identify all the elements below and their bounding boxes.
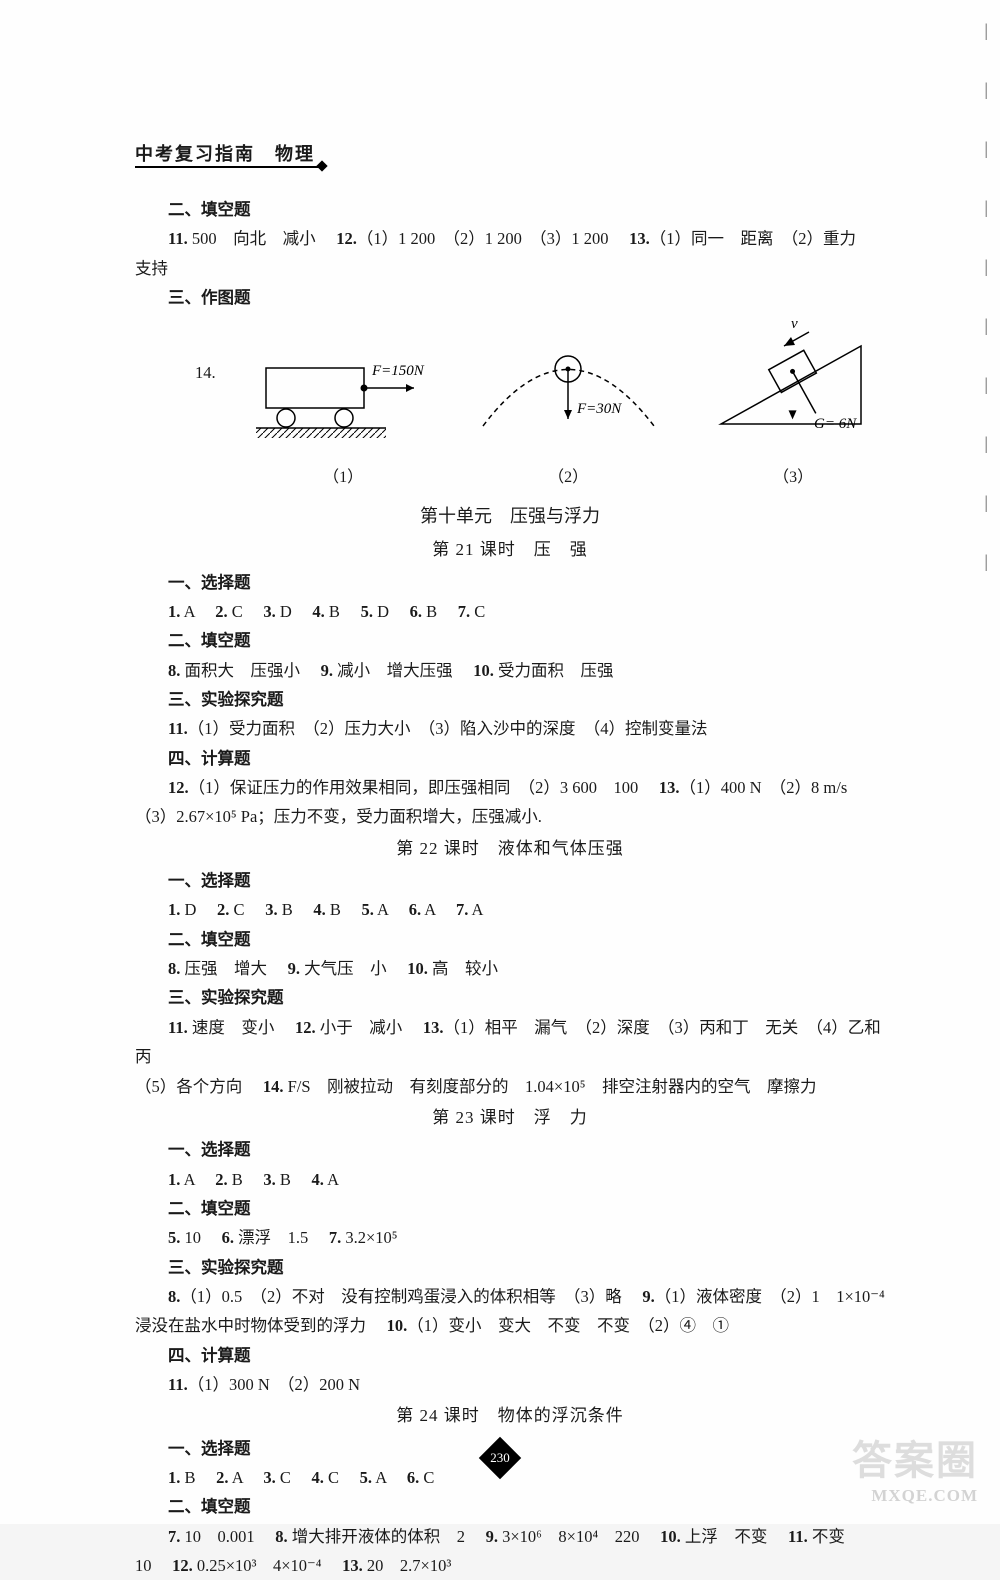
answer-row: 1. A 2. C 3. D 4. B 5. D 6. B 7. C [135,597,885,626]
section-heading: 二、填空题 [135,925,885,954]
header-underline [135,166,323,168]
diagram-1: F=150N （1） [256,356,431,492]
section-heading: 一、选择题 [135,568,885,597]
section-heading: 二、填空题 [135,1492,885,1521]
diagram-svg-2: F=30N [471,331,666,451]
page-number: 230 [479,1437,521,1479]
tick-mark-icon: | [984,492,988,513]
diagram-svg-3: v G= 6N [706,316,881,451]
answer-row: 8. 面积大 压强小 9. 减小 增大压强 10. 受力面积 压强 [135,656,885,685]
answer-text: 500 向北 减小 [188,229,332,248]
tick-mark-icon: | [984,197,988,218]
section-heading: 四、计算题 [135,1341,885,1370]
answer-row-wrap: 浸没在盐水中时物体受到的浮力 10.（1）变小 变大 不变 不变 （2）④ ① [135,1311,885,1340]
answer-row-wrap: （3）2.67×10⁵ Pa；压力不变，受力面积增大，压强减小. [135,802,885,831]
answer-row: 11.（1）300 N （2）200 N [135,1370,885,1399]
answer-row: 12.（1）保证压力的作用效果相同，即压强相同 （2）3 600 100 13.… [135,773,885,802]
section-heading: 三、实验探究题 [135,1253,885,1282]
answer-text: （1）1 200 （2）1 200 （3）1 200 [357,229,625,248]
answer-row: 11.（1）受力面积 （2）压力大小 （3）陷入沙中的深度 （4）控制变量法 [135,714,885,743]
diagram-label: （1） [256,464,431,492]
lesson-title: 第 22 课时 液体和气体压强 [135,834,885,864]
page-number-badge: 230 [479,1437,521,1479]
unit-title: 第十单元 压强与浮力 [135,500,885,532]
tick-mark-icon: | [984,79,988,100]
answer-row: 11. 速度 变小 12. 小于 减小 13.（1）相平 漏气 （2）深度 （3… [135,1013,885,1072]
page-header-title: 中考复习指南 物理 [135,140,315,166]
q-number: 14. [195,358,216,387]
answer-row: 1. A 2. B 3. B 4. A [135,1165,885,1194]
tick-mark-icon: | [984,138,988,159]
tick-mark-icon: | [984,256,988,277]
answer-row: 1. D 2. C 3. B 4. B 5. A 6. A 7. A [135,895,885,924]
answer-row: 8.（1）0.5 （2）不对 没有控制鸡蛋浸入的体积相等 （3）略 9.（1）液… [135,1282,885,1311]
header-diamond-icon [316,160,327,171]
tick-mark-icon: | [984,20,988,41]
section-heading: 二、填空题 [135,195,885,224]
diagram-2: F=30N （2） [471,331,666,492]
q-number: 12. [336,229,357,248]
force-label: F=150N [371,363,425,379]
answer-row: 5. 10 6. 漂浮 1.5 7. 3.2×10⁵ [135,1223,885,1252]
watermark-sub: MXQE.COM [871,1486,978,1506]
tick-mark-icon: | [984,315,988,336]
diagram-label: （3） [706,464,881,492]
watermark-main: 答案圈 [852,1428,978,1486]
section-heading: 三、作图题 [135,283,885,312]
gravity-label: G= 6N [814,416,857,432]
diagram-svg-1: F=150N [256,356,431,451]
watermark: 答案圈 MXQE.COM [852,1428,978,1506]
q-number: 11. [168,229,188,248]
velocity-label: v [791,316,798,332]
right-edge-marks: | | | | | | | | | | [984,20,988,572]
diagram-3: v G= 6N （3） [706,316,881,492]
answer-row: 8. 压强 增大 9. 大气压 小 10. 高 较小 [135,954,885,983]
section-heading: 二、填空题 [135,626,885,655]
answer-text: （1）同一 距离 （2）重力 [650,229,856,248]
tick-mark-icon: | [984,374,988,395]
answer-row: 11. 500 向北 减小 12.（1）1 200 （2）1 200 （3）1 … [135,224,885,253]
tick-mark-icon: | [984,433,988,454]
tick-mark-icon: | [984,551,988,572]
section-heading: 二、填空题 [135,1194,885,1223]
answer-row-wrap: （5）各个方向 14. F/S 刚被拉动 有刻度部分的 1.04×10⁵ 排空注… [135,1072,885,1101]
lesson-title: 第 24 课时 物体的浮沉条件 [135,1401,885,1431]
section-heading: 三、实验探究题 [135,685,885,714]
lesson-title: 第 21 课时 压 强 [135,535,885,565]
lesson-title: 第 23 课时 浮 力 [135,1103,885,1133]
document-page: 中考复习指南 物理 二、填空题 11. 500 向北 减小 12.（1）1 20… [0,0,1000,1524]
answer-row-wrap: 10 12. 0.25×10³ 4×10⁻⁴ 13. 20 2.7×10³ [135,1551,885,1580]
diagram-container: 14. F=150N [195,316,885,492]
section-heading: 四、计算题 [135,744,885,773]
q-number: 13. [629,229,650,248]
section-heading: 三、实验探究题 [135,983,885,1012]
answer-row: 7. 10 0.001 8. 增大排开液体的体积 2 9. 3×10⁶ 8×10… [135,1522,885,1551]
diagram-label: （2） [471,464,666,492]
section-heading: 一、选择题 [135,1135,885,1164]
section-heading: 一、选择题 [135,866,885,895]
force-label: F=30N [576,401,622,417]
main-content: 二、填空题 11. 500 向北 减小 12.（1）1 200 （2）1 200… [135,195,885,1580]
answer-row-wrap: 支持 [135,254,885,283]
